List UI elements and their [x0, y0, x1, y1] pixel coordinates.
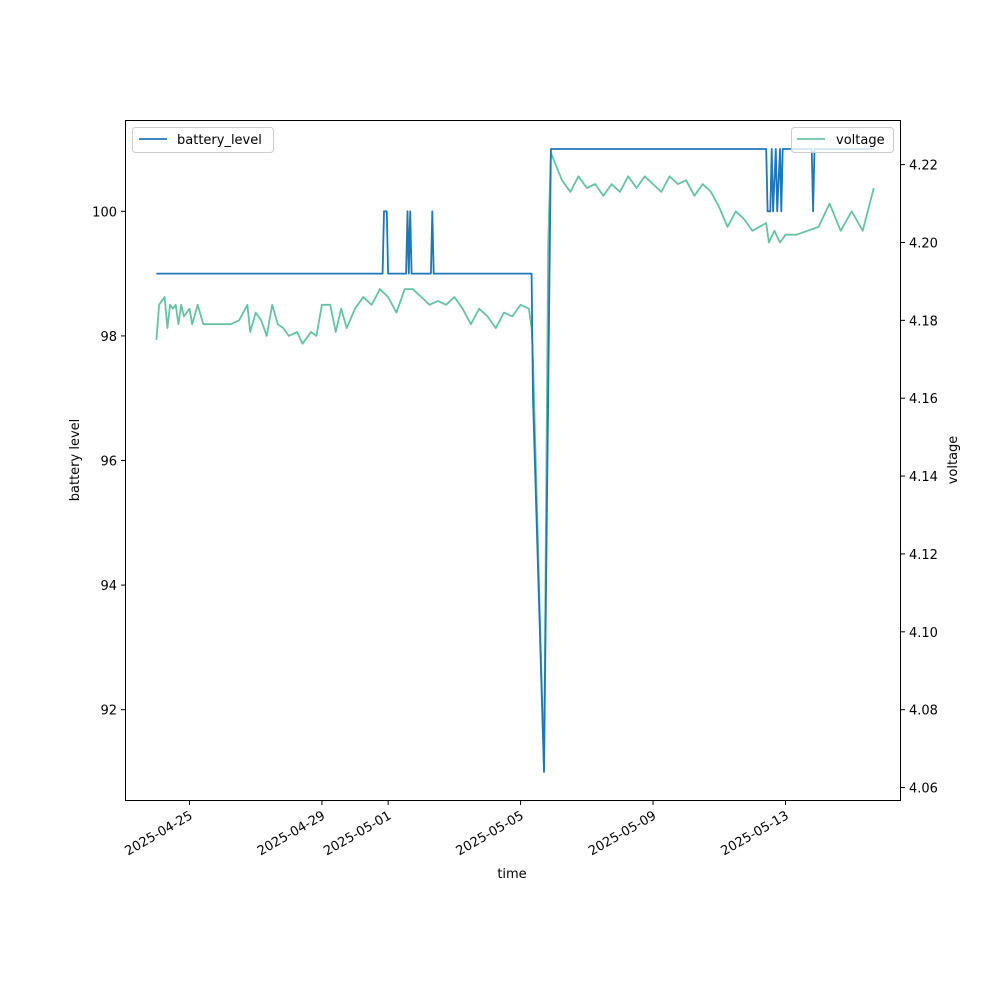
legend-right: voltage [791, 127, 894, 153]
y-axis-label: battery level [68, 419, 83, 502]
legend-left-label: battery_level [177, 133, 262, 148]
y2-tick-label: 4.12 [909, 548, 938, 563]
x-tick-label: 2025-05-01 [321, 808, 394, 859]
x-tick-label: 2025-04-25 [123, 808, 196, 859]
series-line-voltage [155, 152, 875, 769]
y-axis-right: 4.06 4.08 4.10 4.12 4.14 4.16 4.18 4.20 4.22 [900, 159, 938, 797]
x-axis-label: time [497, 867, 526, 882]
legend-left-box [132, 127, 274, 153]
y-tick-label: 96 [100, 455, 117, 470]
y-tick-label: 92 [100, 704, 117, 719]
y2-tick-label: 4.20 [909, 236, 938, 251]
series-layer [155, 148, 875, 773]
y-tick-label: 100 [92, 205, 117, 220]
y2-axis-label: voltage [946, 436, 961, 485]
y2-tick-label: 4.16 [909, 392, 938, 407]
y2-tick-label: 4.14 [909, 470, 938, 485]
x-tick-label: 2025-04-29 [255, 808, 328, 859]
y-axis-left: 92 94 96 98 100 [92, 205, 126, 719]
legend-left: battery_level [132, 127, 274, 153]
legend-right-box [791, 127, 894, 153]
y2-tick-label: 4.08 [909, 704, 938, 719]
y2-tick-label: 4.10 [909, 626, 938, 641]
y2-tick-label: 4.22 [909, 159, 938, 174]
y2-tick-label: 4.06 [909, 782, 938, 797]
y-tick-label: 94 [100, 579, 117, 594]
series-line-battery_level [156, 148, 874, 773]
y2-tick-label: 4.18 [909, 314, 938, 329]
y-tick-label: 98 [100, 330, 117, 345]
x-tick-label: 2025-05-13 [719, 808, 792, 859]
legend-right-label: voltage [836, 133, 885, 148]
x-tick-label: 2025-05-05 [454, 808, 527, 859]
x-tick-label: 2025-05-09 [586, 808, 659, 859]
plot-frame [125, 120, 901, 801]
